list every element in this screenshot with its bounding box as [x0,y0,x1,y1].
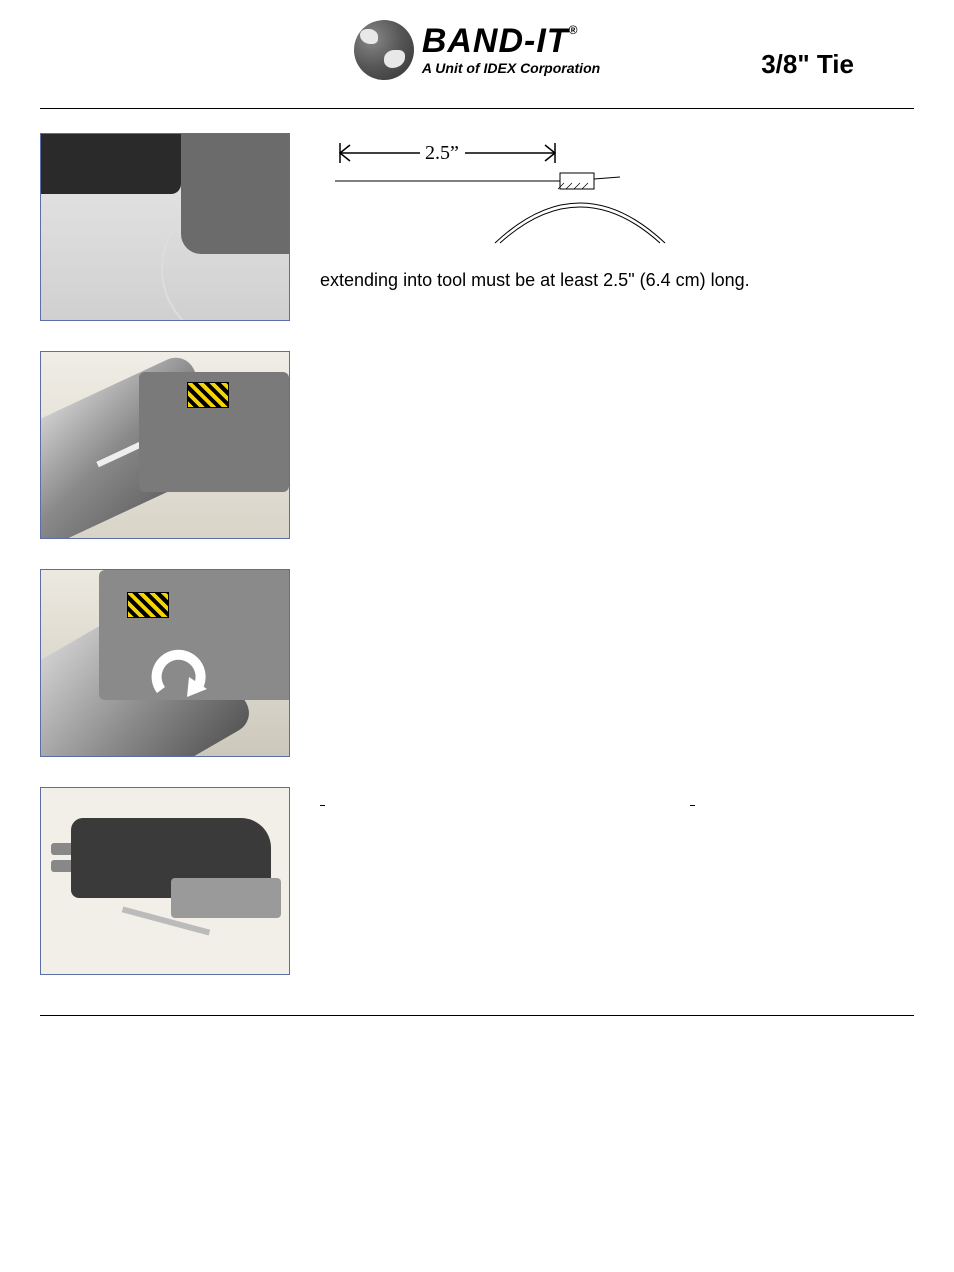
dimension-text: 2.5” [425,142,459,164]
tail-length-diagram: 2.5” [320,133,670,253]
row1-text: extending into tool must be at least 2.5… [320,269,914,292]
instruction-row-4 [40,787,914,975]
brand-name: BAND-IT [422,22,569,60]
instruction-row-1: 2.5” extending into tool must be at leas… [40,133,914,321]
brand-text: BAND-IT® A Unit of IDEX Corporation [422,24,600,76]
rotation-arrow-icon [151,645,211,705]
registered-mark: ® [569,23,579,37]
header-rule [40,108,914,109]
row4-content [320,787,914,810]
page-header: BAND-IT® A Unit of IDEX Corporation 3/8"… [40,20,914,80]
photo-step-3 [40,569,290,757]
row4-underline-1 [320,787,914,810]
brand-subtitle: A Unit of IDEX Corporation [422,60,600,76]
warning-sticker-icon [187,382,229,408]
warning-sticker-icon [127,592,169,618]
instruction-row-2 [40,351,914,539]
tie-size-label: 3/8" Tie [761,49,854,80]
brand-logo-block: BAND-IT® A Unit of IDEX Corporation [354,20,600,80]
brand-main: BAND-IT® [422,24,600,58]
row1-content: 2.5” extending into tool must be at leas… [320,133,914,292]
footer-rule [40,1015,914,1016]
photo-step-2 [40,351,290,539]
photo-step-1 [40,133,290,321]
globe-icon [354,20,414,80]
instruction-row-3 [40,569,914,757]
photo-step-4 [40,787,290,975]
